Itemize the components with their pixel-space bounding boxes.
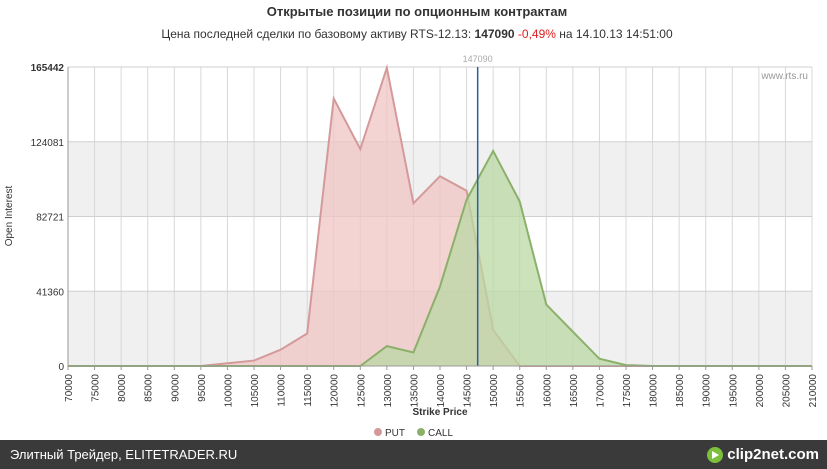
brand-logo[interactable]: clip2net.com — [707, 444, 819, 465]
chart-watermark: www.rts.ru — [760, 71, 808, 82]
x-tick-label: 135000 — [409, 374, 420, 408]
x-tick-label: 100000 — [223, 374, 234, 408]
x-axis-title: Strike Price — [412, 407, 467, 418]
x-tick-label: 210000 — [808, 374, 819, 408]
x-tick-label: 75000 — [91, 374, 102, 402]
x-tick-label: 150000 — [489, 374, 500, 408]
x-tick-label: 185000 — [675, 374, 686, 408]
chart-title: Открытые позиции по опционным контрактам — [267, 4, 568, 19]
y-tick-label: 124081 — [31, 138, 65, 149]
series-area-call — [68, 150, 812, 366]
legend-marker-call — [417, 428, 425, 436]
x-tick-label: 115000 — [303, 374, 314, 407]
subtitle-prefix: Цена последней сделки по базовому активу… — [161, 27, 474, 41]
x-tick-label: 110000 — [277, 374, 288, 407]
legend-marker-put — [374, 428, 382, 436]
x-tick-label: 175000 — [622, 374, 633, 408]
y-tick-label: 0 — [58, 362, 64, 373]
subtitle-change: -0,49% — [515, 27, 557, 41]
chart-svg: Открытые позиции по опционным контрактам… — [4, 4, 819, 439]
x-tick-label: 200000 — [755, 374, 766, 408]
x-tick-label: 90000 — [170, 374, 181, 402]
chart-subtitle: Цена последней сделки по базовому активу… — [161, 27, 673, 41]
subtitle-time: на 14.10.13 14:51:00 — [556, 27, 673, 41]
x-tick-label: 130000 — [383, 374, 394, 408]
y-axis-title: Open Interest — [4, 185, 15, 246]
legend-label-call: CALL — [428, 428, 453, 439]
series-area-put — [68, 67, 812, 366]
footer-bar: Элитный Трейдер, ELITETRADER.RU clip2net… — [0, 440, 827, 469]
x-tick-label: 155000 — [516, 374, 527, 408]
brand-text: clip2net.com — [727, 446, 819, 463]
play-icon — [707, 446, 724, 463]
x-tick-label: 160000 — [542, 374, 553, 408]
subtitle-price: 147090 — [475, 27, 515, 41]
chart-area: Открытые позиции по опционным контрактам… — [4, 4, 819, 439]
x-tick-label: 140000 — [436, 374, 447, 408]
footer-caption: Элитный Трейдер, ELITETRADER.RU — [10, 447, 238, 462]
x-tick-label: 85000 — [144, 374, 155, 402]
y-tick-label: 41360 — [36, 287, 64, 298]
x-tick-label: 125000 — [356, 374, 367, 408]
x-tick-label: 105000 — [250, 374, 261, 408]
x-tick-label: 145000 — [463, 374, 474, 408]
x-tick-label: 95000 — [197, 374, 208, 402]
y-tick-label: 82721 — [36, 213, 64, 224]
x-tick-label: 180000 — [649, 374, 660, 408]
x-tick-label: 190000 — [702, 374, 713, 408]
last-price-label: 147090 — [463, 54, 493, 64]
x-tick-label: 120000 — [330, 374, 341, 408]
x-tick-label: 170000 — [595, 374, 606, 408]
x-tick-label: 70000 — [64, 374, 75, 402]
x-tick-label: 205000 — [781, 374, 792, 408]
x-tick-label: 165000 — [569, 374, 580, 408]
x-tick-label: 80000 — [117, 374, 128, 402]
y-tick-label: 165442 — [31, 63, 65, 74]
legend-label-put: PUT — [385, 428, 405, 439]
x-tick-label: 195000 — [728, 374, 739, 408]
